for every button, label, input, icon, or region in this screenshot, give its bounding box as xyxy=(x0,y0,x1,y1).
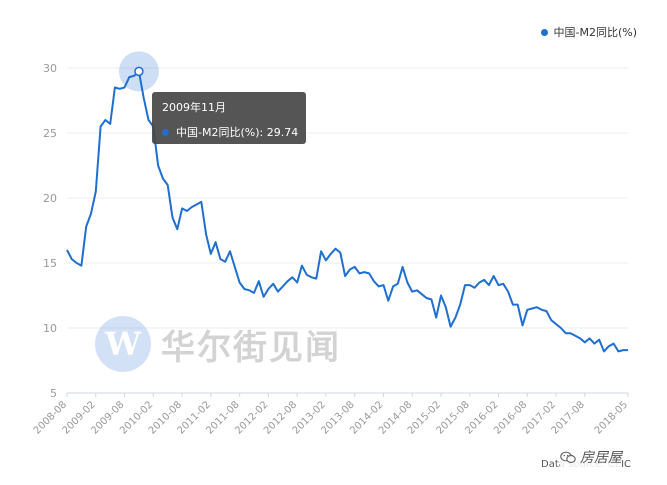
y-tick-label: 15 xyxy=(43,257,57,270)
brand-badge: 房居屋 xyxy=(560,447,622,467)
highlight-group xyxy=(118,51,159,92)
wechat-icon xyxy=(560,451,576,463)
watermark-text: 华尔街见闻 xyxy=(161,327,341,368)
tooltip-row: 中国-M2同比(%): 29.74 xyxy=(162,124,299,140)
legend[interactable]: 中国-M2同比(%) xyxy=(540,24,638,40)
tooltip-dot-icon xyxy=(162,128,169,136)
legend-dot-icon xyxy=(540,28,548,36)
y-axis: 5 10 15 20 25 30 xyxy=(43,62,57,400)
watermark-logo-icon: W xyxy=(95,316,151,372)
tooltip-date: 2009年11月 xyxy=(162,101,226,114)
highlight-point[interactable] xyxy=(134,66,144,77)
y-tick-label: 20 xyxy=(43,192,57,205)
tooltip: 2009年11月 中国-M2同比(%): 29.74 xyxy=(152,92,306,144)
series-group xyxy=(66,70,628,353)
brand-text: 房居屋 xyxy=(580,450,622,466)
watermark: W 华尔街见闻 xyxy=(95,316,341,372)
tooltip-value: 中国-M2同比(%): 29.74 xyxy=(176,126,299,139)
x-axis: 2008-082009-022009-082010-022010-082011-… xyxy=(32,393,630,437)
x-tick-label: 2018-05 xyxy=(593,399,630,436)
y-tick-label: 30 xyxy=(43,62,57,75)
y-tick-label: 5 xyxy=(50,387,57,400)
legend-label: 中国-M2同比(%) xyxy=(553,26,638,39)
y-tick-label: 10 xyxy=(43,322,57,335)
series-line xyxy=(66,70,628,353)
y-tick-label: 25 xyxy=(43,127,57,140)
